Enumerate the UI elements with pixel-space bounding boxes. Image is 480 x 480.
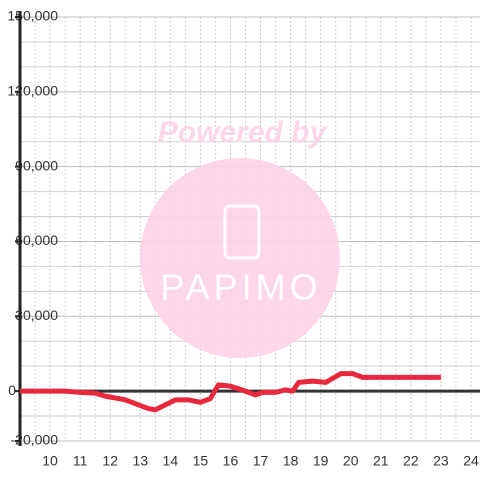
plot: -20,000 0 30,000 60,000 90,000 120,000 150,000… — [7, 8, 480, 469]
x-tick-label: 21 — [373, 453, 389, 469]
data-line — [20, 371, 441, 413]
x-tick-label: 12 — [102, 453, 118, 469]
y-tick-label: 150,000 — [7, 8, 58, 24]
x-tick-label: 11 — [73, 453, 88, 469]
x-tick-label: 10 — [42, 453, 58, 469]
x-tick-label: 13 — [132, 453, 148, 469]
watermark: Powered by PAPIMO — [140, 116, 340, 358]
x-tick-label: 15 — [193, 453, 209, 469]
y-tick-label: 120,000 — [7, 83, 58, 99]
y-tick-label: 90,000 — [15, 157, 58, 173]
x-tick-label: 17 — [253, 453, 269, 469]
x-tick-label: 16 — [223, 453, 239, 469]
watermark-logo: PAPIMO — [160, 267, 321, 308]
watermark-phone — [223, 204, 261, 260]
y-tick-label: 30,000 — [15, 307, 58, 323]
x-tick-label: 14 — [163, 453, 179, 469]
x-tick-label: 18 — [283, 453, 299, 469]
y-tick-label: 60,000 — [15, 232, 58, 248]
y-tick-label: 0 — [8, 382, 16, 398]
x-tick-label: 23 — [433, 453, 449, 469]
x-tick-label: 24 — [463, 453, 479, 469]
x-tick-label: 20 — [343, 453, 359, 469]
x-tick-label: 22 — [403, 453, 419, 469]
x-tick-label: 19 — [313, 453, 329, 469]
watermark-text: Powered by — [158, 116, 328, 149]
y-tick-label: -20,000 — [11, 432, 59, 448]
